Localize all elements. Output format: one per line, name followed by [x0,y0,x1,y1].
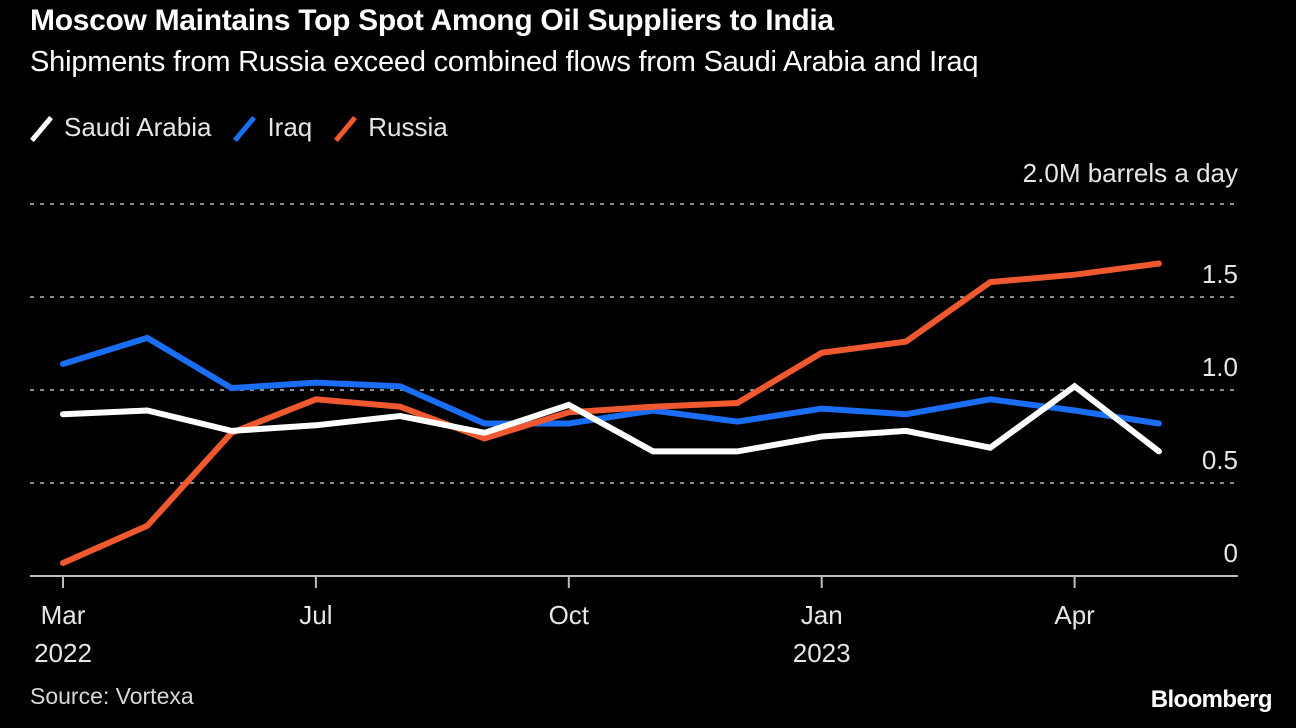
source-note: Source: Vortexa [30,683,194,709]
series-line-russia [60,260,1162,566]
y-tick-label: 1.0 [1202,352,1238,382]
x-tick-label: Apr [1054,600,1095,630]
y-tick-label: 1.5 [1202,259,1238,289]
y-axis-labels: 1.5 1.0 0.5 0 [1202,259,1238,568]
legend-label: Iraq [267,112,313,142]
x-axis: Mar 2022 Jul Oct Jan 2023 Apr [30,575,1238,668]
legend-item-saudi-arabia: Saudi Arabia [30,112,211,143]
chart-title: Moscow Maintains Top Spot Among Oil Supp… [30,4,834,37]
chart-subtitle: Shipments from Russia exceed combined fl… [30,46,979,78]
legend-item-iraq: Iraq [233,112,312,143]
x-tick-label: Jul [299,600,332,630]
y-tick-label: 0 [1224,538,1238,568]
x-tick-label: Oct [549,600,590,630]
x-tick-year-label: 2022 [34,638,92,668]
series-line-iraq [60,334,1162,427]
legend-item-russia: Russia [334,112,447,143]
series-lines [60,260,1162,566]
y-axis-unit-label: 2.0M barrels a day [1022,158,1238,188]
series-line-saudi-arabia [60,382,1162,455]
bloomberg-logo: Bloomberg [1150,686,1273,713]
legend: Saudi Arabia Iraq Russia [30,112,470,143]
x-tick-year-label: 2023 [793,638,851,668]
y-tick-label: 0.5 [1202,445,1238,475]
x-tick-label: Mar [41,600,86,630]
legend-label: Saudi Arabia [64,112,212,142]
legend-label: Russia [368,112,448,142]
x-tick-label: Jan [801,600,843,630]
